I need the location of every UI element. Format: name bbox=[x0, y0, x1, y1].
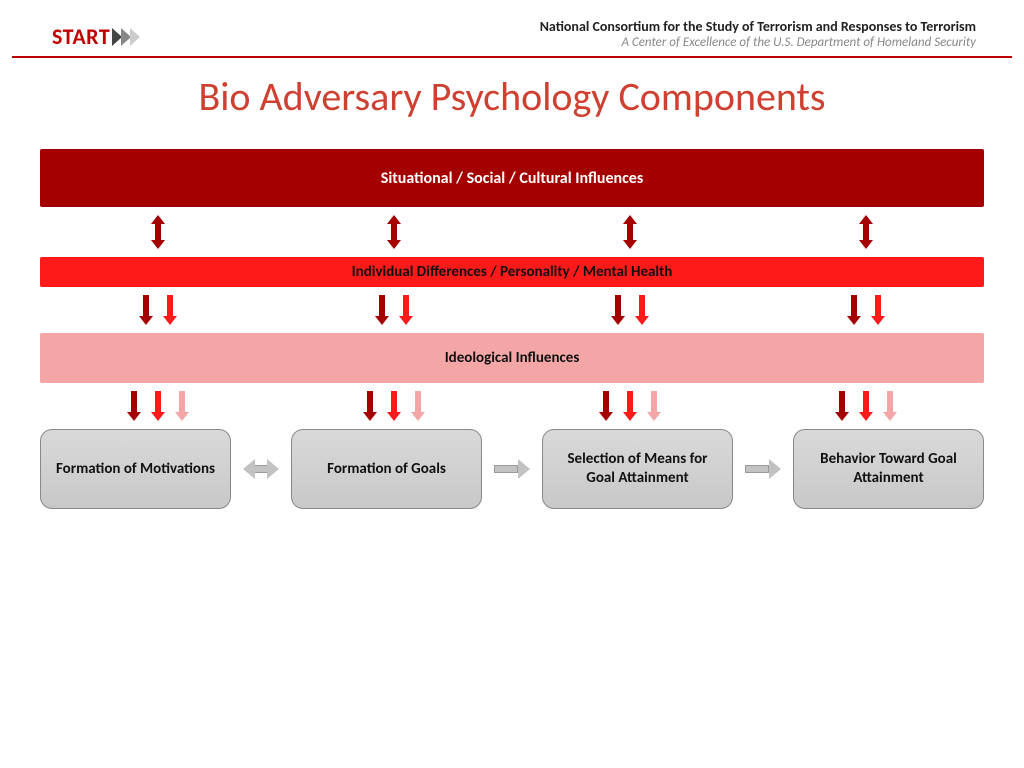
down-arrow-icon bbox=[611, 295, 625, 325]
arrow-column bbox=[40, 295, 276, 325]
down-arrow-icon bbox=[399, 295, 413, 325]
arrow-column bbox=[512, 215, 748, 249]
down-arrow-icon bbox=[363, 391, 377, 421]
double-arrow-icon bbox=[387, 215, 401, 249]
double-arrow-icon bbox=[623, 215, 637, 249]
down-arrow-icon bbox=[835, 391, 849, 421]
process-box: Selection of Means for Goal Attainment bbox=[542, 429, 733, 509]
arrow-row-1 bbox=[40, 207, 984, 257]
bar-ideological: Ideological Influences bbox=[40, 333, 984, 383]
down-arrow-icon bbox=[635, 295, 649, 325]
double-harrow-icon bbox=[243, 459, 279, 479]
down-arrow-icon bbox=[411, 391, 425, 421]
right-harrow-icon bbox=[494, 459, 530, 479]
process-box: Formation of Goals bbox=[291, 429, 482, 509]
arrow-column bbox=[40, 391, 276, 421]
process-box: Formation of Motivations bbox=[40, 429, 231, 509]
arrow-column bbox=[276, 295, 512, 325]
arrow-column bbox=[748, 215, 984, 249]
down-arrow-icon bbox=[847, 295, 861, 325]
down-arrow-icon bbox=[163, 295, 177, 325]
down-arrow-icon bbox=[859, 391, 873, 421]
bar-situational: Situational / Social / Cultural Influenc… bbox=[40, 149, 984, 207]
down-arrow-icon bbox=[883, 391, 897, 421]
bar-individual: Individual Differences / Personality / M… bbox=[40, 257, 984, 287]
down-arrow-icon bbox=[599, 391, 613, 421]
header-right: National Consortium for the Study of Ter… bbox=[540, 18, 976, 50]
double-arrow-icon bbox=[859, 215, 873, 249]
down-arrow-icon bbox=[139, 295, 153, 325]
header: START National Consortium for the Study … bbox=[12, 0, 1012, 58]
process-box: Behavior Toward Goal Attainment bbox=[793, 429, 984, 509]
arrow-column bbox=[40, 215, 276, 249]
arrow-row-3 bbox=[40, 383, 984, 429]
arrow-column bbox=[276, 391, 512, 421]
logo-text: START bbox=[52, 23, 110, 50]
diagram: Situational / Social / Cultural Influenc… bbox=[0, 149, 1024, 509]
down-arrow-icon bbox=[375, 295, 389, 325]
down-arrow-icon bbox=[175, 391, 189, 421]
down-arrow-icon bbox=[387, 391, 401, 421]
logo: START bbox=[52, 23, 148, 50]
page-title: Bio Adversary Psychology Components bbox=[0, 72, 1024, 121]
org-name: National Consortium for the Study of Ter… bbox=[540, 18, 976, 35]
double-arrow-icon bbox=[151, 215, 165, 249]
down-arrow-icon bbox=[127, 391, 141, 421]
arrow-column bbox=[748, 295, 984, 325]
arrow-column bbox=[748, 391, 984, 421]
down-arrow-icon bbox=[623, 391, 637, 421]
arrow-column bbox=[276, 215, 512, 249]
boxes-row: Formation of Motivations Formation of Goa… bbox=[40, 429, 984, 509]
right-harrow-icon bbox=[745, 459, 781, 479]
org-subtitle: A Center of Excellence of the U.S. Depar… bbox=[540, 35, 976, 50]
down-arrow-icon bbox=[647, 391, 661, 421]
down-arrow-icon bbox=[871, 295, 885, 325]
logo-arrows-icon bbox=[112, 28, 148, 46]
arrow-column bbox=[512, 391, 748, 421]
arrow-column bbox=[512, 295, 748, 325]
down-arrow-icon bbox=[151, 391, 165, 421]
arrow-row-2 bbox=[40, 287, 984, 333]
